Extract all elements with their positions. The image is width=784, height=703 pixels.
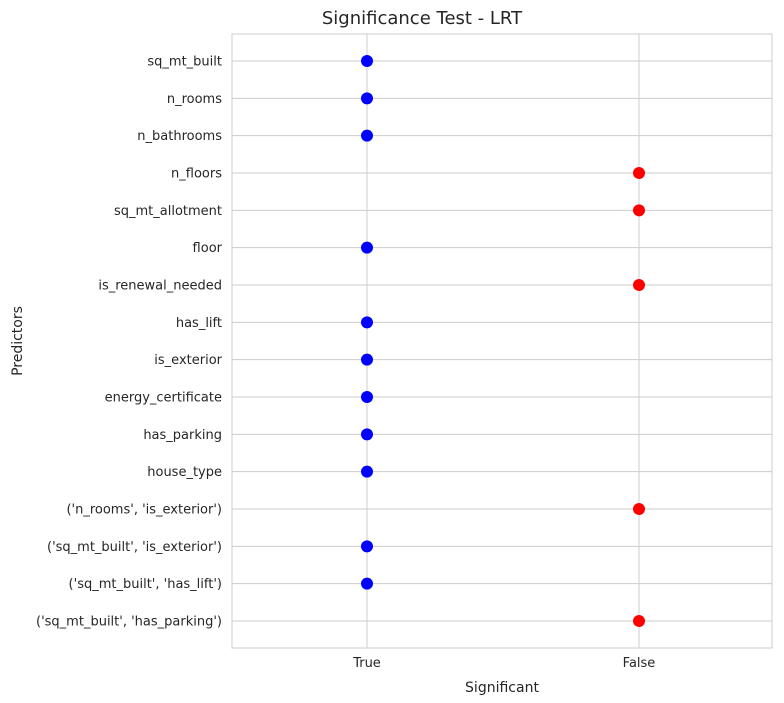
- y-tick-label: has_parking: [143, 428, 222, 443]
- data-point: [361, 316, 373, 329]
- x-tick-labels: True False: [352, 656, 655, 671]
- plot-frame: [231, 33, 773, 649]
- y-tick-label: energy_certificate: [105, 391, 222, 406]
- y-axis-label: Predictors: [10, 306, 26, 376]
- y-tick-label: n_bathrooms: [137, 129, 222, 144]
- data-points: [361, 55, 645, 627]
- data-point: [361, 465, 373, 478]
- data-point: [361, 577, 373, 590]
- data-point: [633, 204, 645, 217]
- data-point: [361, 540, 373, 553]
- chart-title: Significance Test - LRT: [322, 8, 523, 29]
- y-tick-label: ('sq_mt_built', 'has_lift'): [69, 577, 222, 592]
- data-point: [361, 428, 373, 441]
- x-tick-label: False: [623, 656, 656, 671]
- y-tick-label: sq_mt_allotment: [114, 204, 222, 219]
- grid: [232, 34, 772, 648]
- y-tick-label: ('sq_mt_built', 'has_parking'): [36, 615, 222, 630]
- x-tick-label: True: [352, 656, 381, 671]
- y-tick-label: n_rooms: [167, 92, 222, 107]
- data-point: [633, 279, 645, 291]
- data-point: [361, 241, 373, 254]
- data-point: [361, 391, 373, 403]
- x-axis-label: Significant: [465, 680, 539, 696]
- data-point: [361, 353, 373, 366]
- y-tick-label: floor: [193, 241, 223, 256]
- y-tick-label: has_lift: [176, 316, 222, 331]
- data-point: [361, 55, 373, 67]
- data-point: [633, 167, 645, 179]
- y-tick-label: is_renewal_needed: [98, 279, 222, 294]
- y-tick-label: ('n_rooms', 'is_exterior'): [66, 503, 222, 518]
- y-tick-label: sq_mt_built: [147, 55, 222, 70]
- data-point: [633, 615, 645, 627]
- y-tick-label: n_floors: [171, 167, 222, 182]
- data-point: [633, 503, 645, 515]
- data-point: [361, 92, 373, 105]
- y-tick-label: house_type: [147, 465, 222, 480]
- y-tick-label: is_exterior: [154, 353, 222, 368]
- y-tick-labels: sq_mt_built n_rooms n_bathrooms n_floors sq_…: [36, 55, 223, 630]
- data-point: [361, 129, 373, 142]
- y-tick-label: ('sq_mt_built', 'is_exterior'): [47, 540, 222, 555]
